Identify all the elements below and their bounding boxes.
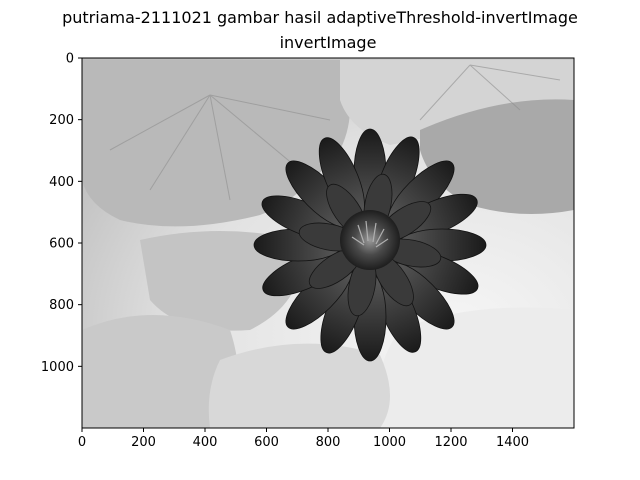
lotus-flower	[253, 128, 487, 362]
y-tick-label: 0	[66, 52, 74, 67]
x-tick-label: 600	[254, 435, 279, 450]
x-tick-label: 0	[78, 435, 86, 450]
y-axis: 0 200 400 600 800 1000	[41, 52, 82, 375]
y-tick-label: 200	[49, 113, 74, 128]
axes-title: invertImage	[279, 33, 377, 52]
inverted-lotus-image	[82, 58, 574, 428]
leaf-bottom-center	[208, 343, 390, 428]
y-tick-label: 800	[49, 298, 74, 313]
x-tick-label: 800	[316, 435, 341, 450]
x-tick-label: 1200	[434, 435, 467, 450]
x-tick-label: 400	[193, 435, 218, 450]
y-tick-label: 1000	[41, 360, 74, 375]
x-tick-label: 1000	[373, 435, 406, 450]
figure-suptitle: putriama-2111021 gambar hasil adaptiveTh…	[62, 8, 578, 27]
leaf-top-right	[340, 60, 574, 145]
leaf-top-left	[82, 60, 350, 227]
x-tick-label: 200	[131, 435, 156, 450]
y-tick-label: 600	[49, 237, 74, 252]
y-tick-label: 400	[49, 175, 74, 190]
leaf-right	[420, 99, 574, 214]
leaf-bottom-left	[82, 315, 238, 428]
leaf-left-mid	[140, 231, 302, 331]
leaf-bottom-right	[377, 307, 574, 428]
x-tick-label: 1400	[496, 435, 529, 450]
x-axis: 0 200 400 600 800 1000 1200 1400	[78, 428, 529, 450]
